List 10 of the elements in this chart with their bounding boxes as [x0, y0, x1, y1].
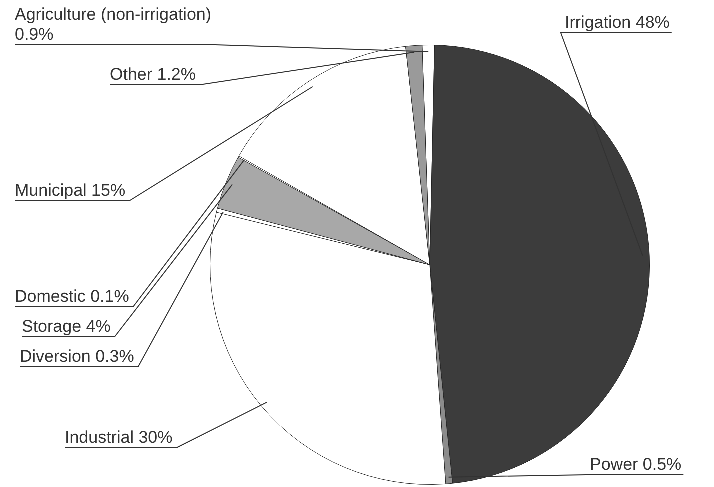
slice-label: Diversion 0.3% [20, 347, 134, 366]
data-label: 0.9% [15, 25, 54, 44]
slice-label: Agriculture (non-irrigation) [15, 5, 212, 24]
slice-label: Municipal 15% [15, 181, 126, 200]
slice-label: Domestic 0.1% [15, 287, 130, 306]
slice-label: Power 0.5% [590, 455, 682, 474]
slice-label: Other 1.2% [110, 65, 196, 84]
slice-label: Storage 4% [22, 317, 111, 336]
slice-label: Irrigation 48% [565, 13, 670, 32]
slice-label: Industrial 30% [65, 428, 173, 447]
